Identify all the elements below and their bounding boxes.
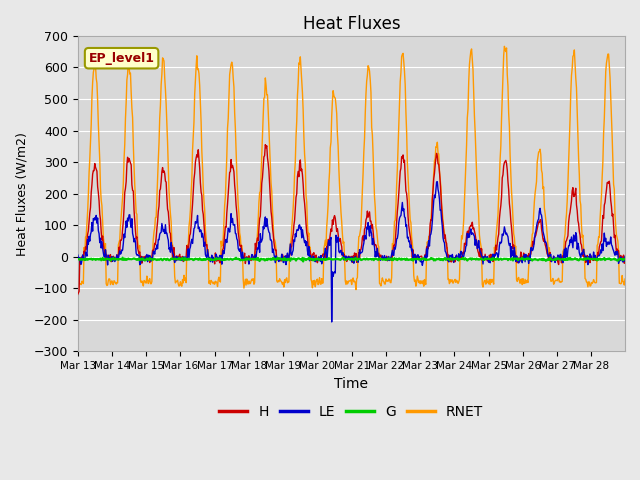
Legend: H, LE, G, RNET: H, LE, G, RNET [214,399,489,424]
X-axis label: Time: Time [334,377,369,391]
Y-axis label: Heat Fluxes (W/m2): Heat Fluxes (W/m2) [15,132,28,255]
Text: EP_level1: EP_level1 [88,52,155,65]
Title: Heat Fluxes: Heat Fluxes [303,15,400,33]
